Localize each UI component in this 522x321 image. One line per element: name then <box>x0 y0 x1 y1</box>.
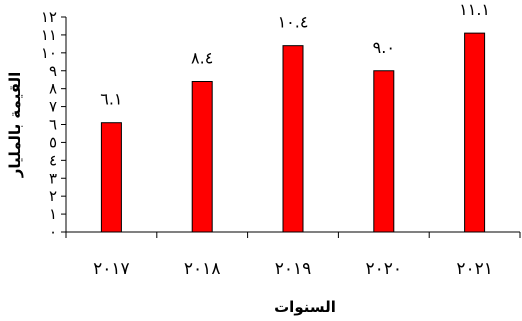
y-tick-label: ٨ <box>49 80 57 98</box>
y-tick-label: ١ <box>49 205 57 223</box>
data-label: ٦.١ <box>100 90 122 109</box>
y-tick-label: ٠ <box>49 223 57 241</box>
x-tick-label: ٢٠٢٠ <box>366 259 403 279</box>
bar <box>191 81 213 233</box>
bar <box>282 45 304 233</box>
y-tick-label: ٢ <box>49 187 57 205</box>
y-tick-label: ١٢ <box>41 8 57 26</box>
bar <box>464 32 486 233</box>
x-axis-title: السنوات <box>274 298 336 316</box>
y-tick-label: ٦ <box>49 116 57 134</box>
y-tick-label: ٧ <box>49 98 57 116</box>
y-tick-label: ٩ <box>49 62 57 80</box>
x-tick-label: ٢٠١٩ <box>275 259 312 279</box>
y-tick-label: ١١ <box>41 26 57 44</box>
x-tick-label: ٢٠٢١ <box>456 259 493 279</box>
data-label: ٩.٠ <box>373 38 395 57</box>
y-tick-label: ٣ <box>49 169 57 187</box>
y-tick-label: ١٠ <box>41 44 57 62</box>
data-label: ٨.٤ <box>191 49 213 68</box>
y-tick-label: ٥ <box>49 133 57 151</box>
bars <box>100 32 486 233</box>
x-tick-label: ٢٠١٨ <box>184 259 221 279</box>
y-axis-title: القيمة بالمليار <box>6 72 24 179</box>
bar <box>373 70 395 233</box>
data-label: ١١.١ <box>459 0 490 19</box>
data-label: ١٠.٤ <box>278 13 309 32</box>
y-tick-label: ٤ <box>49 151 57 169</box>
data-labels: ٦.١ ٨.٤ ١٠.٤ ٩.٠ ١١.١ <box>100 0 490 109</box>
x-axis: ٢٠١٧ ٢٠١٨ ٢٠١٩ ٢٠٢٠ ٢٠٢١ <box>65 231 521 279</box>
bar <box>100 122 122 233</box>
x-tick-label: ٢٠١٧ <box>93 259 130 279</box>
